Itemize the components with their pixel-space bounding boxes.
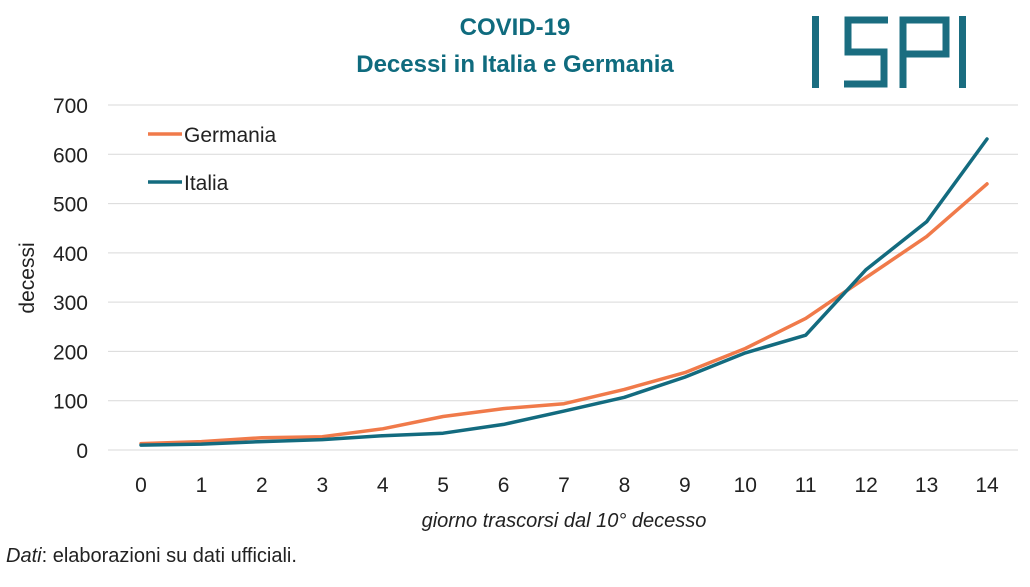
x-axis-label: giorno trascorsi dal 10° decesso [422, 510, 707, 532]
y-tick-label: 100 [53, 391, 88, 414]
x-tick-label: 0 [135, 474, 147, 497]
x-tick-label: 13 [915, 474, 938, 497]
x-tick-label: 4 [377, 474, 389, 497]
x-tick-label: 7 [558, 474, 570, 497]
y-tick-label: 200 [53, 341, 88, 364]
legend: Germania Italia [148, 124, 277, 195]
y-axis-label: decessi [16, 242, 39, 313]
y-tick-label: 300 [53, 292, 88, 315]
series-line-italia [139, 137, 989, 447]
chart-title: COVID-19 [459, 14, 571, 41]
y-tick-label: 500 [53, 194, 88, 217]
x-tick-label: 8 [619, 474, 631, 497]
source-text: : elaborazioni su dati ufficiali. [41, 545, 297, 567]
legend-label-germania: Germania [184, 124, 277, 147]
x-tick-label: 6 [498, 474, 510, 497]
x-tick-label: 11 [795, 474, 817, 497]
y-tick-label: 700 [53, 95, 88, 118]
x-tick-label: 1 [196, 474, 208, 497]
source-label: Dati [6, 545, 42, 567]
x-axis-ticks: 0 1 2 3 4 5 6 7 8 9 10 11 12 13 14 [135, 474, 999, 497]
y-tick-label: 600 [53, 144, 88, 167]
series-lines [139, 137, 989, 447]
source-note: Dati: elaborazioni su dati ufficiali. [6, 545, 297, 568]
x-tick-label: 5 [437, 474, 449, 497]
y-axis-ticks: 0 100 200 300 400 500 600 700 [53, 95, 88, 463]
series-line-germania [139, 182, 989, 446]
grid-lines [108, 104, 1018, 451]
y-tick-label: 400 [53, 243, 88, 266]
x-tick-label: 3 [316, 474, 328, 497]
x-tick-label: 9 [679, 474, 691, 497]
chart-subtitle: Decessi in Italia e Germania [356, 51, 674, 78]
legend-label-italia: Italia [184, 172, 229, 195]
x-tick-label: 2 [256, 474, 268, 497]
y-tick-label: 0 [76, 440, 88, 463]
ispi-logo [812, 16, 966, 88]
x-tick-label: 12 [854, 474, 877, 497]
x-tick-label: 10 [734, 474, 757, 497]
x-tick-label: 14 [975, 474, 999, 497]
